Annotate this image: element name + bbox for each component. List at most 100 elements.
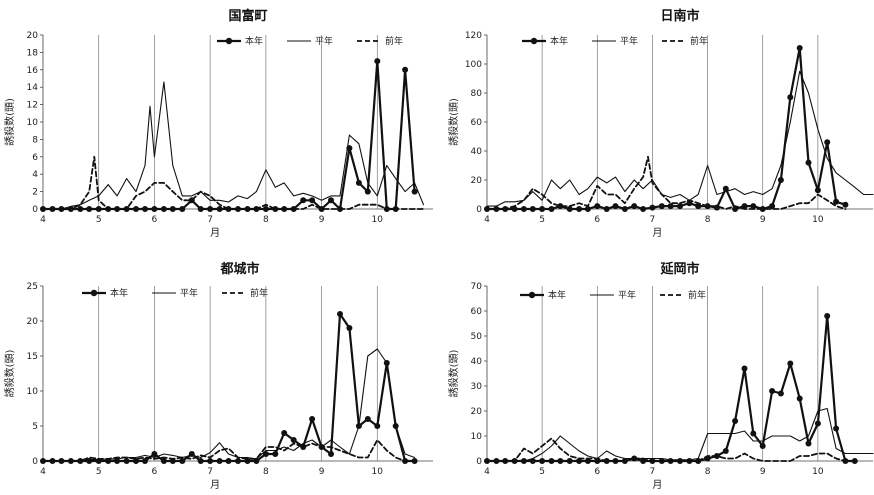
data-point <box>796 395 803 402</box>
data-point <box>833 198 840 205</box>
data-point <box>364 416 371 422</box>
data-point <box>722 185 729 192</box>
data-point <box>769 203 776 210</box>
x-tick-label: 10 <box>812 467 824 477</box>
data-point <box>262 206 269 212</box>
y-tick-label: 60 <box>471 307 483 317</box>
data-point <box>355 179 362 186</box>
y-tick-label: 10 <box>27 387 39 397</box>
data-point <box>612 203 619 210</box>
data-point <box>621 206 628 212</box>
data-point <box>216 206 223 212</box>
data-point <box>750 430 757 437</box>
data-point <box>197 458 204 464</box>
x-tick-label: 8 <box>263 467 269 477</box>
chart-title: 都城市 <box>219 261 259 277</box>
x-tick-label: 7 <box>207 467 213 477</box>
x-tick-label: 8 <box>263 215 269 225</box>
data-point <box>225 458 232 464</box>
data-point <box>374 58 381 65</box>
x-axis-label: 月 <box>210 227 220 239</box>
data-point <box>814 420 821 427</box>
legend-marker <box>528 291 536 299</box>
y-tick-label: 5 <box>32 422 38 432</box>
series-line-previous-year <box>486 437 847 462</box>
y-tick-label: 12 <box>27 101 38 111</box>
data-point <box>722 448 729 454</box>
x-tick-label: 9 <box>319 215 325 225</box>
data-point <box>281 430 288 436</box>
legend-label: 本年 <box>245 35 263 47</box>
x-tick-label: 10 <box>372 467 384 477</box>
data-point <box>677 203 683 210</box>
data-point <box>548 206 555 212</box>
data-point <box>364 188 371 195</box>
y-tick-label: 0 <box>32 205 38 215</box>
legend-label: 前年 <box>250 287 268 299</box>
data-point <box>566 206 573 212</box>
y-tick-label: 50 <box>471 332 483 342</box>
data-point <box>216 458 223 464</box>
y-tick-label: 20 <box>27 31 39 41</box>
x-tick-label: 8 <box>705 467 711 477</box>
legend-marker <box>225 37 233 45</box>
data-point <box>631 203 638 210</box>
data-point <box>77 206 84 212</box>
data-point <box>824 313 831 319</box>
legend-label: 前年 <box>688 289 706 301</box>
y-tick-label: 100 <box>465 60 482 70</box>
y-tick-label: 20 <box>471 176 483 186</box>
data-point <box>411 188 418 195</box>
data-point <box>557 458 564 464</box>
data-point <box>640 206 647 212</box>
y-tick-label: 30 <box>471 382 483 392</box>
legend-label: 本年 <box>548 289 566 301</box>
data-point <box>584 206 591 212</box>
x-axis-label: 月 <box>652 479 662 491</box>
series-line-current-year <box>485 46 847 211</box>
y-tick-label: 20 <box>471 407 483 417</box>
y-tick-label: 10 <box>27 118 39 128</box>
series-line-previous-year <box>42 439 416 462</box>
x-tick-label: 9 <box>760 467 766 477</box>
y-tick-label: 80 <box>471 89 483 99</box>
x-tick-label: 7 <box>207 215 213 225</box>
x-axis-label: 月 <box>210 479 220 491</box>
y-tick-label: 0 <box>476 457 482 467</box>
y-axis-label: 誘殺数(頭) <box>3 350 16 398</box>
data-point <box>86 206 93 212</box>
data-point <box>805 440 812 447</box>
data-point <box>235 206 241 212</box>
data-point <box>281 206 288 212</box>
data-point <box>833 425 840 432</box>
y-tick-label: 16 <box>27 66 39 76</box>
y-tick-label: 0 <box>476 205 482 215</box>
y-tick-label: 8 <box>32 135 38 145</box>
data-point <box>179 206 186 212</box>
x-tick-label: 6 <box>594 467 600 477</box>
y-tick-label: 40 <box>471 147 483 157</box>
data-point <box>787 360 794 367</box>
data-point <box>548 458 555 464</box>
legend-marker <box>530 37 538 45</box>
legend-marker <box>90 289 98 297</box>
data-point <box>777 390 784 397</box>
data-point <box>603 206 610 212</box>
x-tick-label: 9 <box>319 467 325 477</box>
x-tick-label: 4 <box>40 215 46 225</box>
data-point <box>160 206 167 212</box>
data-point <box>328 451 334 457</box>
data-point <box>584 458 591 464</box>
legend-label: 平年 <box>620 35 638 47</box>
legend-label: 前年 <box>385 35 403 47</box>
legend-label: 本年 <box>550 35 568 47</box>
x-tick-label: 5 <box>539 467 545 477</box>
data-point <box>777 177 784 183</box>
data-point <box>576 458 583 464</box>
data-point <box>796 45 803 51</box>
series-line-normal-year <box>42 348 416 462</box>
data-point <box>272 451 279 457</box>
data-point <box>787 94 794 101</box>
